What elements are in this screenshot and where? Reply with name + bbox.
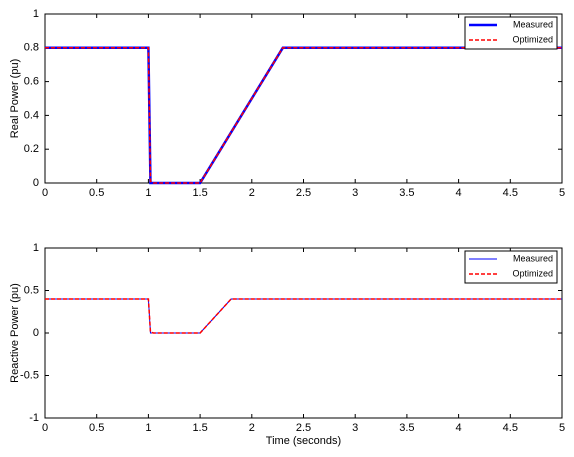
- legend-box: [464, 16, 558, 50]
- y-tick-label: 1: [33, 242, 39, 254]
- x-axis-label: Time (seconds): [266, 435, 341, 447]
- x-tick-label: 0.5: [89, 187, 104, 199]
- legend-label: Measured: [513, 253, 553, 263]
- x-tick-label: 2: [249, 422, 255, 434]
- y-tick-label: 0: [33, 327, 39, 339]
- y-tick-label: 0.6: [24, 76, 39, 88]
- x-tick-label: 0.5: [89, 422, 104, 434]
- x-tick-label: 5: [559, 422, 565, 434]
- legend-label: Measured: [513, 19, 553, 29]
- subplot: 0 0.5 1 1.5 2 2.5 3 3.5 4 4.5 5 -1 -0.5 0 0.5 1 Reactive…: [9, 242, 565, 447]
- x-tick-label: 4.5: [503, 422, 518, 434]
- legend: Measured Optimized: [464, 16, 558, 50]
- x-tick-label: 4: [456, 422, 462, 434]
- y-axis-label: Reactive Power (pu): [9, 283, 21, 383]
- legend-label: Optimized: [512, 268, 553, 278]
- x-tick-label: 3.5: [399, 187, 414, 199]
- x-tick-label: 3.5: [399, 422, 414, 434]
- x-tick-label: 1: [145, 187, 151, 199]
- x-tick-label: 0: [42, 422, 48, 434]
- x-tick-label: 0: [42, 187, 48, 199]
- x-tick-label: 2: [249, 187, 255, 199]
- x-tick-label: 3: [352, 187, 358, 199]
- data-line: [45, 298, 562, 334]
- x-tick-label: 3: [352, 422, 358, 434]
- y-tick-label: 0.5: [24, 284, 39, 296]
- x-tick-label: 1: [145, 422, 151, 434]
- y-tick-label: 0.4: [24, 109, 39, 121]
- legend-box: [464, 250, 558, 284]
- y-tick-label: -1: [29, 412, 39, 424]
- y-tick-label: 0.8: [24, 42, 39, 54]
- x-tick-label: 4: [456, 187, 462, 199]
- legend: Measured Optimized: [464, 250, 558, 284]
- x-tick-label: 2.5: [296, 422, 311, 434]
- y-tick-label: -0.5: [20, 369, 39, 381]
- x-tick-label: 4.5: [503, 187, 518, 199]
- x-tick-label: 1.5: [192, 187, 207, 199]
- data-line: [45, 47, 562, 184]
- legend-label: Optimized: [512, 34, 553, 44]
- x-tick-label: 5: [559, 187, 565, 199]
- x-tick-label: 1.5: [192, 422, 207, 434]
- y-axis-label: Real Power (pu): [9, 59, 21, 138]
- y-tick-label: 1: [33, 8, 39, 20]
- subplot: 0 0.5 1 1.5 2 2.5 3 3.5 4 4.5 5 0 0.2 0.4 0.6 0.8 1 Real …: [9, 8, 565, 199]
- x-tick-label: 2.5: [296, 187, 311, 199]
- y-tick-label: 0.2: [24, 143, 39, 155]
- y-tick-label: 0: [33, 177, 39, 189]
